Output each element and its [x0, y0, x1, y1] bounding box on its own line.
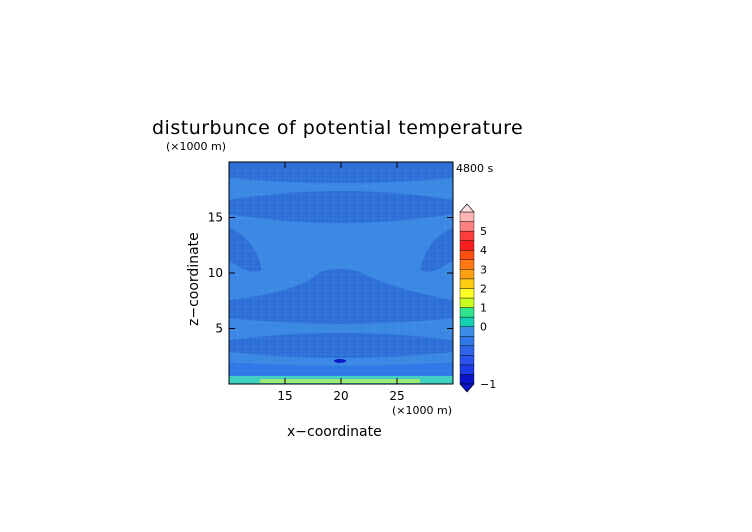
x-unit-label: (×1000 m) — [392, 404, 452, 417]
x-axis: 15 20 25 — [277, 162, 405, 403]
colorbar-tick-label: 0 — [480, 321, 487, 334]
x-tick-label: 15 — [277, 389, 292, 403]
colorbar-swatch — [459, 374, 475, 385]
colorbar-swatch — [459, 336, 475, 346]
y-tick-label: 15 — [208, 211, 223, 225]
y-tick-label: 10 — [208, 266, 223, 280]
y-axis: 5 10 15 — [208, 211, 453, 336]
colorbar-extend-low — [459, 383, 475, 393]
y-unit-label: (×1000 m) — [166, 140, 226, 153]
y-axis-label: z−coordinate — [186, 232, 202, 326]
colorbar-tick-label: 4 — [480, 244, 487, 257]
heatmap-field — [229, 162, 453, 384]
x-axis-label: x−coordinate — [287, 424, 382, 440]
colorbar-tick-label: −1 — [480, 378, 496, 391]
colorbar-swatch — [459, 269, 475, 280]
time-label: 4800 s — [456, 162, 493, 175]
colorbar-swatch — [459, 345, 475, 356]
colorbar-extend-high — [459, 203, 475, 213]
colorbar-swatch — [459, 297, 475, 308]
colorbar-swatch — [459, 316, 475, 327]
colorbar-swatch — [459, 259, 475, 270]
colorbar-tick-label: 2 — [480, 282, 487, 295]
colorbar-swatch — [459, 250, 475, 260]
colorbar-tick-label: 1 — [480, 302, 487, 315]
y-tick-label: 5 — [215, 322, 223, 336]
colorbar-swatch — [459, 278, 475, 289]
colorbar-swatch — [459, 326, 475, 337]
colorbar-swatch — [459, 230, 475, 241]
colorbar-swatch — [459, 288, 475, 299]
colorbar-swatch — [459, 221, 475, 232]
x-tick-label: 20 — [333, 389, 348, 403]
x-tick-label: 25 — [389, 389, 404, 403]
colorbar-tick-label: 3 — [480, 263, 487, 276]
colorbar-swatch — [459, 240, 475, 251]
colorbar-tick-label: 5 — [480, 225, 487, 238]
grid-overlay — [229, 162, 453, 384]
colorbar-swatch — [459, 307, 475, 318]
colorbar-swatch — [459, 211, 475, 222]
colorbar-swatch — [459, 364, 475, 375]
chart-title: disturbunce of potential temperature — [152, 117, 523, 139]
colorbar-swatch — [459, 355, 475, 366]
colorbar: −1 0 1 2 3 4 5 — [459, 203, 496, 393]
